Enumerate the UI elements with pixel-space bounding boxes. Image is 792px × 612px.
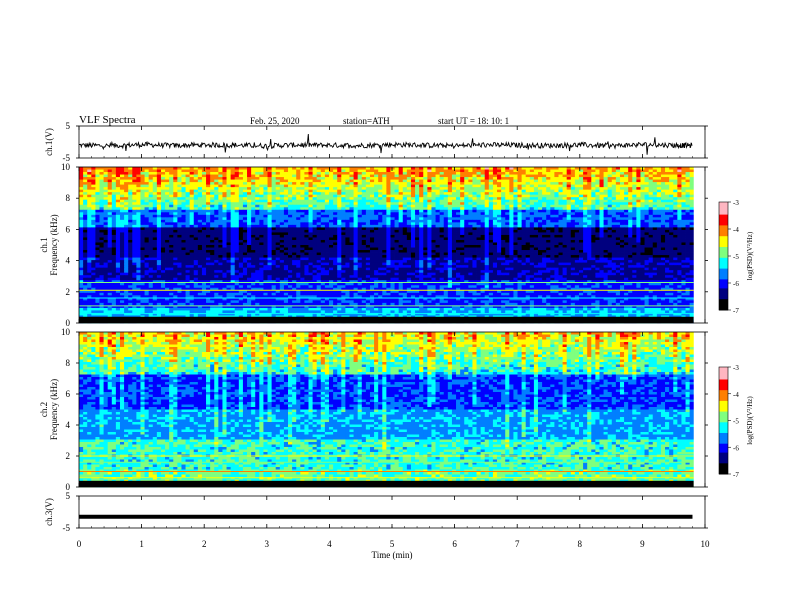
ch2-spectrogram-colorbar-tick-label: -3 xyxy=(733,364,739,372)
ch1-spectrogram-colorbar-tick-label: -7 xyxy=(733,307,739,315)
xtick-label: 3 xyxy=(265,539,270,549)
ch2-spectrogram-ytick-label: 2 xyxy=(66,451,71,461)
ch2-spectrogram-ytick-label: 4 xyxy=(66,420,71,430)
ch2-spectrogram-ytick-label: 6 xyxy=(66,389,71,399)
ch1-spectrogram-ytick-label: 4 xyxy=(66,256,71,266)
ch2-spectrogram-colorbar-tick-label: -6 xyxy=(733,444,739,452)
station-label: station=ATH xyxy=(343,116,390,126)
ch1-spectrogram-image xyxy=(79,167,695,324)
ch2-spectrogram-ytick-label: 8 xyxy=(66,358,71,368)
ch1-spectrogram-colorbar xyxy=(719,202,728,311)
xaxis-label: Time (min) xyxy=(372,550,413,560)
ch2-spectrogram-ytick-label: 10 xyxy=(61,327,71,337)
ch2-spectrogram-colorbar-tick-label: -5 xyxy=(733,418,739,426)
ch1-spectrogram-colorbar-tick-label: -5 xyxy=(733,253,739,261)
ch2-spectrogram-ylabel: ch.2 xyxy=(39,402,49,417)
xtick-label: 10 xyxy=(701,539,711,549)
ch1-spectrogram-colorbar-tick-label: -3 xyxy=(733,199,739,207)
xtick-label: 8 xyxy=(578,539,583,549)
ch1-spectrogram-baseline-band xyxy=(79,316,694,323)
ch3-waveform-frame xyxy=(78,495,706,529)
xtick-label: 5 xyxy=(390,539,395,549)
ch1-waveform-frame xyxy=(78,125,706,159)
ch1-spectrogram-ylabel: ch.1 xyxy=(39,237,49,252)
ch2-spectrogram-ylabel: Frequency (kHz) xyxy=(49,379,59,440)
ch2-spectrogram-image xyxy=(79,332,695,488)
chart-title: VLF Spectra xyxy=(79,114,136,126)
ch1-spectrogram-blank-area xyxy=(693,167,705,323)
ch1-spectrogram-ytick-label: 10 xyxy=(61,162,71,172)
xtick-label: 9 xyxy=(640,539,645,549)
ch2-spectrogram-ytick-label: 0 xyxy=(66,482,71,492)
ch1-spectrogram-ytick-label: 6 xyxy=(66,224,71,234)
xtick-label: 1 xyxy=(139,539,144,549)
ch3-waveform-ytick-label: -5 xyxy=(63,523,71,533)
ch2-spectrogram-colorbar-tick-label: -7 xyxy=(733,471,739,479)
ch2-spectrogram-colorbar-label: log(PSD)(V²/Hz) xyxy=(746,396,754,445)
ch1-spectrogram-colorbar-tick-label: -4 xyxy=(733,226,739,234)
date-label: Feb. 25, 2020 xyxy=(250,116,300,126)
ch2-spectrogram-blank-area xyxy=(693,332,705,487)
xtick-label: 7 xyxy=(515,539,520,549)
ch1-spectrogram-colorbar-label: log(PSD)(V²/Hz) xyxy=(746,231,754,280)
ch1-spectrogram-colorbar-tick-label: -6 xyxy=(733,280,739,288)
xtick-label: 0 xyxy=(77,539,82,549)
ch1-waveform-ytick-label: 5 xyxy=(66,121,71,131)
ch3-waveform-ytick-label: 5 xyxy=(66,491,71,501)
ch2-spectrogram-baseline-band xyxy=(79,480,694,487)
ch1-spectrogram-ytick-label: 0 xyxy=(66,318,71,328)
ch1-waveform-ylabel: ch.1(V) xyxy=(44,128,54,156)
ch1-spectrogram-ytick-label: 8 xyxy=(66,193,71,203)
xtick-label: 6 xyxy=(452,539,457,549)
xtick-label: 2 xyxy=(202,539,207,549)
ch3-waveform-ylabel: ch.3(V) xyxy=(44,498,54,526)
ch1-waveform-trace xyxy=(78,133,693,155)
xtick-label: 4 xyxy=(327,539,332,549)
ch2-spectrogram-colorbar xyxy=(719,367,728,475)
ch1-spectrogram-ytick-label: 2 xyxy=(66,287,71,297)
ch1-waveform-ytick-label: -5 xyxy=(63,153,71,163)
start-time-label: start UT = 18: 10: 1 xyxy=(438,116,510,126)
ch1-spectrogram-ylabel: Frequency (kHz) xyxy=(49,214,59,275)
ch2-spectrogram-colorbar-tick-label: -4 xyxy=(733,391,739,399)
